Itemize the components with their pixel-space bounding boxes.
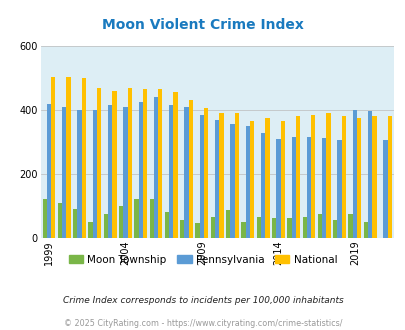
Bar <box>215 119 219 238</box>
Bar <box>184 107 188 238</box>
Bar <box>73 209 77 238</box>
Bar <box>62 107 66 238</box>
Bar <box>164 212 169 238</box>
Bar <box>97 88 101 238</box>
Bar <box>302 217 306 238</box>
Bar <box>317 214 321 238</box>
Bar <box>188 100 192 238</box>
Bar <box>371 116 375 238</box>
Bar <box>195 223 199 238</box>
Bar <box>367 111 371 238</box>
Bar <box>310 115 315 238</box>
Bar <box>234 113 238 238</box>
Bar <box>51 77 55 238</box>
Bar <box>143 89 147 238</box>
Bar <box>210 217 215 238</box>
Bar <box>356 118 360 238</box>
Bar <box>204 108 208 238</box>
Bar <box>108 105 112 238</box>
Bar <box>341 116 345 238</box>
Bar <box>226 211 230 238</box>
Bar <box>119 206 123 238</box>
Bar <box>230 124 234 238</box>
Bar <box>81 78 86 238</box>
Legend: Moon Township, Pennsylvania, National: Moon Township, Pennsylvania, National <box>64 250 341 269</box>
Bar <box>153 97 158 238</box>
Bar <box>352 110 356 238</box>
Bar <box>173 92 177 238</box>
Bar <box>123 107 127 238</box>
Bar <box>66 77 70 238</box>
Bar <box>138 102 143 238</box>
Bar <box>47 104 51 238</box>
Bar <box>127 88 132 238</box>
Bar <box>104 214 108 238</box>
Bar <box>363 222 367 238</box>
Bar <box>199 115 204 238</box>
Bar <box>77 110 81 238</box>
Bar <box>387 116 391 238</box>
Bar <box>88 222 92 238</box>
Bar <box>271 218 275 238</box>
Bar <box>241 222 245 238</box>
Bar <box>275 139 280 238</box>
Bar <box>332 220 337 238</box>
Bar <box>321 138 326 238</box>
Bar <box>264 118 269 238</box>
Bar <box>291 137 295 238</box>
Text: © 2025 CityRating.com - https://www.cityrating.com/crime-statistics/: © 2025 CityRating.com - https://www.city… <box>64 319 341 328</box>
Bar <box>158 89 162 238</box>
Bar <box>112 91 116 238</box>
Bar <box>134 199 138 238</box>
Bar <box>180 220 184 238</box>
Bar <box>347 214 352 238</box>
Bar <box>382 140 387 238</box>
Bar <box>326 113 330 238</box>
Bar <box>260 133 264 238</box>
Bar <box>256 217 260 238</box>
Bar <box>286 218 291 238</box>
Bar <box>219 113 223 238</box>
Bar <box>337 140 341 238</box>
Bar <box>169 105 173 238</box>
Bar <box>149 199 153 238</box>
Bar <box>306 137 310 238</box>
Bar <box>245 126 249 238</box>
Bar <box>92 110 97 238</box>
Bar <box>280 121 284 238</box>
Text: Crime Index corresponds to incidents per 100,000 inhabitants: Crime Index corresponds to incidents per… <box>62 296 343 305</box>
Text: Moon Violent Crime Index: Moon Violent Crime Index <box>102 18 303 32</box>
Bar <box>295 116 299 238</box>
Bar <box>58 203 62 238</box>
Bar <box>249 121 254 238</box>
Bar <box>43 199 47 238</box>
